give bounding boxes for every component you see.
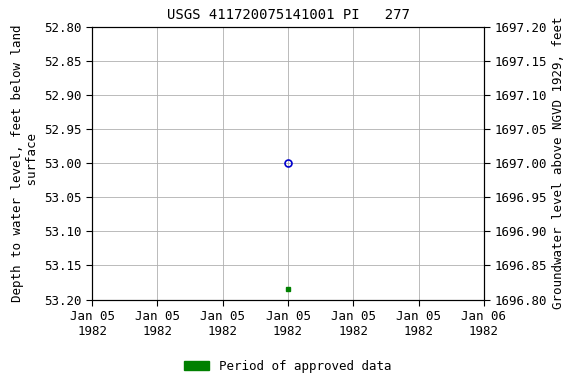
Title: USGS 411720075141001 PI   277: USGS 411720075141001 PI 277 [166, 8, 410, 22]
Legend: Period of approved data: Period of approved data [179, 355, 397, 378]
Y-axis label: Groundwater level above NGVD 1929, feet: Groundwater level above NGVD 1929, feet [552, 17, 565, 310]
Y-axis label: Depth to water level, feet below land
 surface: Depth to water level, feet below land su… [11, 25, 39, 302]
